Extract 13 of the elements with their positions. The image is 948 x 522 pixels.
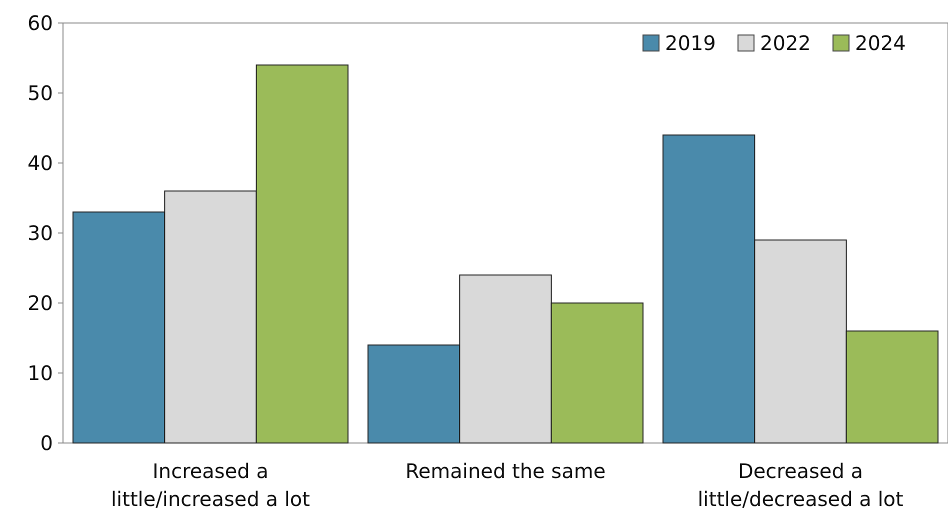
y-tick-label: 0 (40, 431, 53, 455)
legend-label: 2024 (855, 31, 906, 55)
y-tick-label: 10 (28, 361, 53, 385)
y-tick-label: 60 (28, 11, 53, 35)
legend-label: 2019 (665, 31, 716, 55)
legend-label: 2022 (760, 31, 811, 55)
x-tick-label: Increased a little/increased a lot (111, 459, 310, 511)
y-tick-label: 40 (28, 151, 53, 175)
y-tick-label: 30 (28, 221, 53, 245)
y-tick-label: 50 (28, 81, 53, 105)
x-tick-label: Decreased a little/decreased a lot (698, 459, 904, 511)
x-tick-label: Remained the same (405, 459, 606, 483)
y-tick-label: 20 (28, 291, 53, 315)
